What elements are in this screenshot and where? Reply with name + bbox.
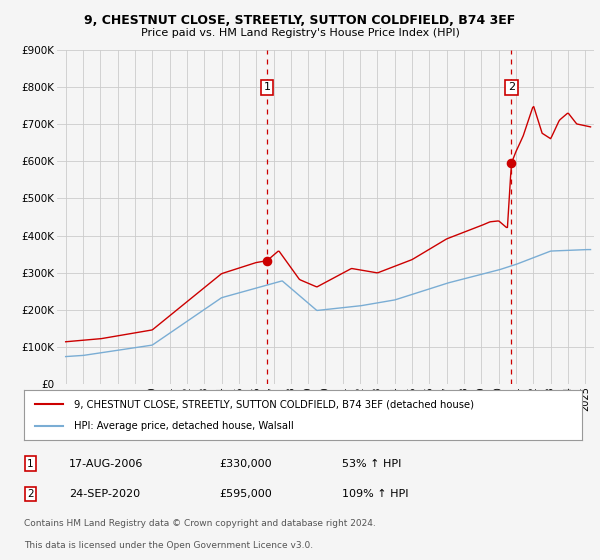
Text: 24-SEP-2020: 24-SEP-2020 [69, 489, 140, 499]
Text: 53% ↑ HPI: 53% ↑ HPI [342, 459, 401, 469]
Point [506, 159, 516, 168]
Text: Price paid vs. HM Land Registry's House Price Index (HPI): Price paid vs. HM Land Registry's House … [140, 28, 460, 38]
Text: 2: 2 [27, 489, 34, 499]
Text: 1: 1 [263, 82, 271, 92]
Text: 9, CHESTNUT CLOSE, STREETLY, SUTTON COLDFIELD, B74 3EF (detached house): 9, CHESTNUT CLOSE, STREETLY, SUTTON COLD… [74, 399, 474, 409]
Text: 2: 2 [508, 82, 515, 92]
Text: HPI: Average price, detached house, Walsall: HPI: Average price, detached house, Wals… [74, 421, 294, 431]
Text: 9, CHESTNUT CLOSE, STREETLY, SUTTON COLDFIELD, B74 3EF: 9, CHESTNUT CLOSE, STREETLY, SUTTON COLD… [85, 14, 515, 27]
Text: 17-AUG-2006: 17-AUG-2006 [69, 459, 143, 469]
Text: Contains HM Land Registry data © Crown copyright and database right 2024.: Contains HM Land Registry data © Crown c… [24, 519, 376, 528]
Text: 1: 1 [27, 459, 34, 469]
Text: This data is licensed under the Open Government Licence v3.0.: This data is licensed under the Open Gov… [24, 541, 313, 550]
Text: 109% ↑ HPI: 109% ↑ HPI [342, 489, 409, 499]
Point [262, 257, 272, 266]
Text: £595,000: £595,000 [219, 489, 272, 499]
Text: £330,000: £330,000 [219, 459, 272, 469]
